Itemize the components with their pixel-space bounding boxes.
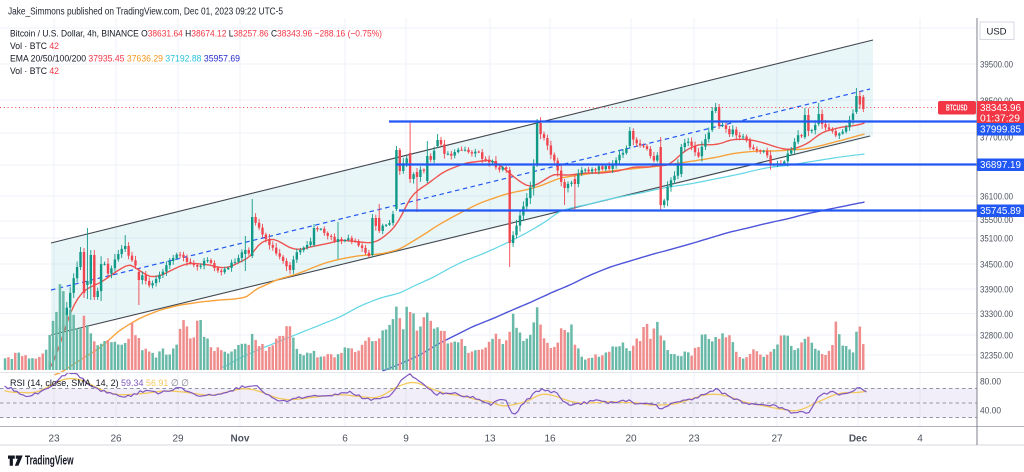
svg-text:13: 13 <box>484 434 496 445</box>
svg-text:23: 23 <box>48 434 60 445</box>
svg-text:Dec: Dec <box>849 434 868 445</box>
svg-text:35500.00: 35500.00 <box>980 215 1013 226</box>
svg-text:20: 20 <box>625 434 637 445</box>
svg-text:34500.00: 34500.00 <box>980 260 1013 271</box>
svg-text:32800.00: 32800.00 <box>980 331 1013 342</box>
svg-text:16: 16 <box>544 434 556 445</box>
svg-text:33300.00: 33300.00 <box>980 309 1013 320</box>
svg-text:BTCUSD: BTCUSD <box>946 103 968 113</box>
svg-text:Jake_Simmons published on Trad: Jake_Simmons published on TradingView.co… <box>8 6 283 18</box>
svg-text:29: 29 <box>172 434 184 445</box>
svg-text:Nov: Nov <box>231 434 250 445</box>
svg-text:9: 9 <box>403 434 409 445</box>
svg-text:4: 4 <box>917 434 923 445</box>
svg-text:32350.00: 32350.00 <box>980 351 1013 362</box>
svg-text:Bitcoin / U.S. Dollar, 4h, BIN: Bitcoin / U.S. Dollar, 4h, BINANCE O3863… <box>10 29 382 40</box>
svg-text:Vol · BTC 42: Vol · BTC 42 <box>10 66 59 77</box>
svg-text:35100.00: 35100.00 <box>980 234 1013 245</box>
svg-text:37999.85: 37999.85 <box>980 125 1021 136</box>
svg-text:36897.19: 36897.19 <box>980 160 1021 171</box>
svg-text:Vol · BTC 42: Vol · BTC 42 <box>10 41 59 52</box>
svg-text:35745.89: 35745.89 <box>980 206 1021 217</box>
svg-text:TradingView: TradingView <box>25 454 74 468</box>
svg-text:6: 6 <box>342 434 348 445</box>
svg-text:USD: USD <box>986 27 1006 38</box>
svg-text:36100.00: 36100.00 <box>980 192 1013 203</box>
svg-text:RSI (14, close, SMA, 14, 2) 59: RSI (14, close, SMA, 14, 2) 59.34 56.91 … <box>10 378 189 389</box>
svg-text:26: 26 <box>110 434 122 445</box>
svg-text:40.00: 40.00 <box>980 406 1001 417</box>
svg-text:EMA 20/50/100/200 37935.45 376: EMA 20/50/100/200 37935.45 37636.29 3719… <box>10 54 240 65</box>
svg-text:01:37:29: 01:37:29 <box>980 114 1020 125</box>
svg-text:27: 27 <box>771 434 783 445</box>
svg-text:33900.00: 33900.00 <box>980 285 1013 296</box>
svg-text:39500.00: 39500.00 <box>980 60 1013 71</box>
svg-text:37700.00: 37700.00 <box>980 133 1013 144</box>
svg-text:23: 23 <box>688 434 700 445</box>
svg-text:80.00: 80.00 <box>980 377 1001 388</box>
svg-text:38343.96: 38343.96 <box>980 103 1021 114</box>
